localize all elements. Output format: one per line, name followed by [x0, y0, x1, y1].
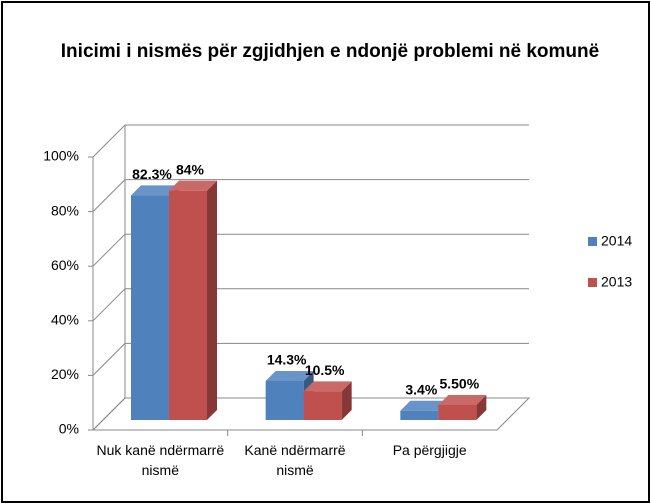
bar-side [341, 381, 352, 420]
legend-swatch [588, 237, 597, 246]
bar [438, 404, 477, 420]
bar-top [265, 370, 314, 381]
chart-title: Inicimi i nismës për zgjidhjen e ndonjë … [61, 41, 599, 62]
bar-top [400, 400, 449, 411]
bar [265, 380, 304, 420]
data-label: 14.3% [267, 352, 307, 368]
bar-top [131, 185, 179, 196]
data-label: 10.5% [305, 362, 345, 378]
y-tick-label: 20% [51, 366, 79, 382]
bar [400, 410, 439, 420]
bar [131, 195, 169, 420]
y-tick-label: 60% [51, 257, 79, 273]
grid-line [92, 288, 529, 322]
data-label: 3.4% [405, 381, 437, 397]
bar-top [438, 394, 487, 405]
data-label: 5.50% [439, 376, 479, 392]
y-tick-label: 0% [59, 421, 79, 437]
grid-line [92, 342, 529, 376]
legend-label: 2014 [601, 233, 632, 249]
y-tick-label: 100% [43, 148, 79, 164]
y-tick-label: 40% [51, 312, 79, 328]
grid-line [92, 397, 529, 431]
bar [303, 391, 342, 420]
grid-line [92, 233, 529, 267]
legend-label: 2013 [601, 274, 632, 290]
bar-side [476, 394, 487, 420]
grid-line [92, 179, 529, 212]
legend-swatch [588, 278, 597, 287]
bar-side [207, 180, 217, 420]
data-label: 84% [176, 161, 205, 177]
data-label: 82.3% [132, 166, 172, 182]
y-tick-label: 80% [51, 202, 79, 218]
x-tick-label: Nuk kanë ndërmarrë nismë [96, 442, 225, 478]
grid-line [92, 124, 529, 158]
bar [169, 190, 207, 420]
x-tick-label: Pa përgjigje [392, 442, 467, 458]
bar-top [169, 180, 217, 191]
x-tick-label: Kanë ndërmarrë nismë [244, 442, 346, 478]
bar-top [303, 381, 352, 392]
